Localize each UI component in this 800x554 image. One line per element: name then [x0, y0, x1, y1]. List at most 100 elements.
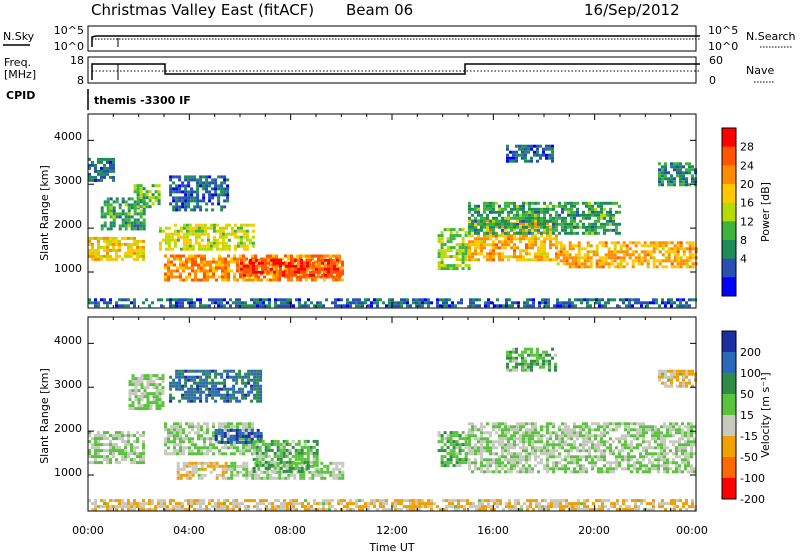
velocity-cell-band-2	[182, 437, 185, 441]
power-cell-band-6	[284, 254, 287, 258]
velocity-cell-band-0	[94, 440, 97, 444]
velocity-cell-band-6	[315, 457, 319, 461]
velocity-cell-band-6	[276, 445, 280, 449]
velocity-cell-band-8	[449, 455, 453, 459]
power-cell-band-14	[439, 304, 442, 308]
velocity-cell-band-2	[179, 452, 182, 456]
power-cell-band-11	[495, 210, 498, 214]
power-cell-band-14	[640, 301, 643, 305]
velocity-cell-band-0	[136, 431, 139, 435]
power-cell-band-6	[236, 260, 239, 264]
velocity-cell-band-9	[675, 455, 678, 459]
velocity-cell-band-1	[161, 377, 165, 381]
power-cell-band-10	[658, 262, 662, 266]
velocity-cell-band-9	[690, 452, 693, 456]
power-cell-band-11	[492, 207, 495, 211]
velocity-cell-band-9	[477, 428, 480, 432]
power-cell-band-0	[124, 251, 127, 255]
power-cell-band-10	[568, 256, 572, 260]
velocity-cell-band-0	[127, 452, 130, 456]
velocity-cell-band-3	[250, 431, 254, 435]
velocity-cell-band-6	[276, 457, 280, 461]
velocity-cell-band-7	[241, 378, 245, 382]
power-cell-band-14	[262, 298, 265, 302]
velocity-cell-band-9	[615, 464, 618, 468]
power-cell-band-3	[145, 205, 149, 209]
velocity-cell-band-9	[546, 422, 549, 426]
power-cell-band-14	[262, 304, 265, 308]
velocity-cell-band-6	[306, 463, 310, 467]
power-cell-band-9	[549, 228, 552, 232]
velocity-cell-band-2	[176, 422, 179, 426]
power-cell-band-14	[574, 304, 577, 308]
velocity-cell-band-9	[639, 422, 642, 426]
velocity-cell-band-9	[621, 437, 624, 441]
power-cell-band-7	[300, 258, 303, 262]
power-cell-band-4	[221, 241, 225, 245]
velocity-cell-band-3	[214, 431, 218, 435]
power-cell-band-9	[546, 258, 549, 262]
velocity-cell-band-6	[252, 457, 256, 461]
power-cell-band-7	[261, 270, 264, 274]
velocity-cell-band-9	[603, 464, 606, 468]
power-cell-band-5	[175, 196, 179, 200]
power-cell-band-11	[537, 201, 540, 205]
power-cell-band-4	[173, 232, 177, 236]
power-cell-band-5	[181, 202, 185, 206]
power-cell-band-13	[661, 177, 664, 181]
power-cell-band-11	[492, 210, 495, 214]
power-cell-band-5	[181, 184, 185, 188]
velocity-cell-band-5	[332, 476, 336, 480]
power-cell-band-5	[193, 178, 197, 182]
power-cell-band-11	[597, 201, 600, 205]
velocity-cell-band-9	[552, 464, 555, 468]
velocity-cell-band-9	[690, 422, 693, 426]
power-cell-band-0	[100, 254, 103, 258]
power-cell-band-4	[167, 247, 171, 251]
power-cell-band-9	[477, 237, 480, 241]
power-cell-band-8	[446, 249, 450, 253]
velocity-cell-band-2	[164, 425, 167, 429]
power-cell-band-4	[167, 226, 171, 230]
power-cell-band-7	[240, 267, 243, 271]
power-cell-band-7	[291, 264, 294, 268]
power-cell-band-6	[203, 275, 206, 279]
velocity-cell-band-9	[582, 422, 585, 426]
velocity-cell-band-9	[483, 425, 486, 429]
power-cell-band-3	[151, 184, 155, 188]
velocity-cell-band-0	[91, 437, 94, 441]
power-cell-band-1	[112, 215, 116, 219]
velocity-cell-band-9	[609, 428, 612, 432]
velocity-cell-band-9	[687, 455, 690, 459]
velocity-cell-band-3	[223, 440, 227, 444]
power-cell-band-14	[346, 298, 349, 302]
velocity-cell-band-9	[621, 455, 624, 459]
power-cell-band-13	[691, 165, 694, 169]
power-cell-band-10	[646, 253, 650, 257]
velocity-cell-band-2	[212, 425, 215, 429]
velocity-cell-band-9	[687, 443, 690, 447]
power-cell-band-5	[181, 199, 185, 203]
velocity-cell-band-8	[461, 458, 465, 462]
power-cell-band-6	[212, 260, 215, 264]
velocity-cell-band-7	[211, 378, 215, 382]
velocity-cell-band-0	[121, 455, 124, 459]
velocity-cell-band-9	[558, 443, 561, 447]
power-cell-band-11	[522, 213, 525, 217]
velocity-cell-band-2	[212, 446, 215, 450]
velocity-cell-band-7	[238, 390, 242, 394]
velocity-cell-band-5	[266, 470, 270, 474]
velocity-cell-band-9	[654, 452, 657, 456]
power-cell-band-8	[443, 243, 447, 247]
velocity-cell-band-0	[88, 452, 91, 456]
power-cell-band-10	[559, 241, 563, 245]
power-cell-band-4	[209, 223, 213, 227]
velocity-cell-band-7	[199, 387, 203, 391]
velocity-cell-band-1	[161, 380, 165, 384]
velocity-cell-band-9	[672, 422, 675, 426]
power-cell-band-14	[475, 298, 478, 302]
power-cell-band-7	[291, 258, 294, 262]
power-cell-band-11	[543, 219, 546, 223]
velocity-cell-band-9	[633, 467, 636, 471]
velocity-cell-band-6	[255, 463, 259, 467]
